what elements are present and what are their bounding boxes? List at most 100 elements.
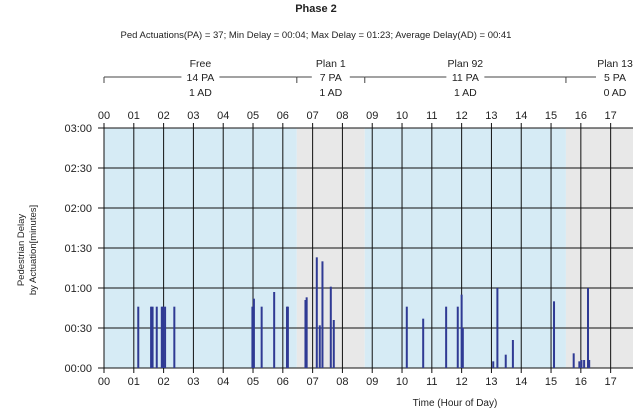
x-tick-label-top: 00 (98, 110, 110, 122)
x-tick-label-top: 08 (336, 110, 348, 122)
delay-bar (422, 318, 425, 368)
x-tick-label-top: 13 (485, 110, 497, 122)
delay-bar (588, 360, 591, 368)
plan-pa: 7 PA (320, 72, 342, 84)
delay-bar (578, 361, 581, 368)
x-tick-label-top: 03 (187, 110, 199, 122)
delay-bar (329, 286, 332, 368)
y-tick-label: 02:30 (64, 163, 92, 175)
plan-ad: 1 AD (189, 87, 212, 99)
plan-pa: 5 PA (604, 72, 626, 84)
x-tick-label-top: 14 (515, 110, 527, 122)
delay-bar (572, 353, 575, 368)
x-tick-label-top: 10 (396, 110, 408, 122)
plan-name: Plan 1 (316, 58, 346, 70)
x-tick-label-bottom: 02 (157, 376, 169, 388)
x-tick-label-top: 07 (306, 110, 318, 122)
delay-bar (252, 298, 255, 368)
x-tick-label-bottom: 09 (366, 376, 378, 388)
x-tick-label-top: 16 (575, 110, 587, 122)
x-tick-label-top: 04 (217, 110, 229, 122)
delay-bar (150, 306, 153, 368)
x-tick-label-bottom: 11 (426, 376, 437, 388)
delay-bar (553, 301, 556, 368)
delay-bar (318, 325, 321, 368)
chart-subtitle: Ped Actuations(PA) = 37; Min Delay = 00:… (121, 30, 512, 41)
delay-bar (155, 306, 158, 368)
delay-bar (321, 261, 324, 368)
delay-bar (332, 320, 335, 368)
delay-bar (456, 306, 459, 368)
x-axis-title: Time (Hour of Day) (413, 398, 498, 409)
delay-bar (164, 306, 167, 368)
x-tick-label-bottom: 06 (277, 376, 289, 388)
x-tick-label-top: 06 (277, 110, 289, 122)
plan-ad: 1 AD (319, 87, 342, 99)
delay-bar (173, 306, 176, 368)
x-tick-label-bottom: 15 (545, 376, 557, 388)
x-tick-label-top: 11 (426, 110, 437, 122)
plan-pa: 11 PA (452, 72, 479, 84)
delay-bar (586, 288, 589, 368)
y-axis-title: Pedestrian Delay by Actuation[minutes] (16, 205, 39, 295)
y-tick-label: 01:00 (64, 283, 92, 295)
y-tick-label: 02:00 (64, 203, 92, 215)
x-tick-label-bottom: 07 (306, 376, 318, 388)
axes: 00:00 00:30 01:00 01:30 02:00 02:30 03:00 00 00 0… (64, 110, 616, 388)
delay-bar (445, 306, 448, 368)
delay-bar (461, 328, 464, 368)
chart-title: Phase 2 (295, 3, 337, 15)
delay-bar (251, 306, 254, 368)
y-axis-title-line1: Pedestrian Delay (16, 214, 27, 287)
x-tick-label-top: 17 (605, 110, 617, 122)
delay-bar (504, 354, 507, 368)
delay-bar (162, 306, 165, 368)
delay-bar (304, 300, 307, 368)
x-tick-label-bottom: 00 (98, 376, 110, 388)
x-tick-label-bottom: 03 (187, 376, 199, 388)
delay-bar (460, 294, 463, 368)
plan-annotations: Free 14 PA 1 AD Plan 1 7 PA 1 AD Plan 92 11 PA 1… (103, 58, 633, 99)
x-tick-label-top: 05 (247, 110, 259, 122)
delay-bar (160, 306, 163, 368)
y-tick-label: 00:00 (64, 363, 92, 375)
x-tick-label-bottom: 04 (217, 376, 229, 388)
x-tick-label-top: 15 (545, 110, 557, 122)
delay-bar (492, 361, 495, 368)
delay-bar (511, 340, 514, 368)
x-tick-label-bottom: 13 (485, 376, 497, 388)
delay-bar (260, 306, 263, 368)
x-tick-label-bottom: 10 (396, 376, 408, 388)
delay-bar (580, 360, 583, 368)
grid (98, 123, 633, 373)
y-tick-label: 00:30 (64, 323, 92, 335)
plan-ad: 1 AD (454, 87, 477, 99)
delay-bar (583, 360, 586, 368)
delay-bar (496, 288, 499, 368)
delay-bar (405, 306, 408, 368)
y-axis-title-line2: by Actuation[minutes] (28, 205, 39, 295)
x-tick-label-bottom: 14 (515, 376, 527, 388)
plan-name: Plan 92 (448, 58, 484, 70)
x-tick-label-bottom: 05 (247, 376, 259, 388)
plan-ad: 0 AD (604, 87, 627, 99)
delay-bar (151, 306, 154, 368)
delay-bar (137, 306, 140, 368)
x-tick-label-bottom: 01 (128, 376, 140, 388)
plan-name: Plan 13 (597, 58, 633, 70)
x-tick-label-bottom: 17 (605, 376, 617, 388)
x-tick-label-bottom: 16 (575, 376, 587, 388)
x-tick-label-bottom: 12 (456, 376, 468, 388)
delay-bar (305, 297, 308, 368)
delay-bar (286, 306, 289, 368)
plan-label-bg (446, 71, 485, 83)
bars (137, 257, 591, 368)
x-tick-label-bottom: 08 (336, 376, 348, 388)
x-tick-label-top: 01 (128, 110, 140, 122)
x-tick-label-top: 12 (456, 110, 468, 122)
plan-label-bg (311, 71, 350, 83)
plan-pa: 14 PA (186, 72, 214, 84)
plan-name: Free (190, 58, 212, 70)
